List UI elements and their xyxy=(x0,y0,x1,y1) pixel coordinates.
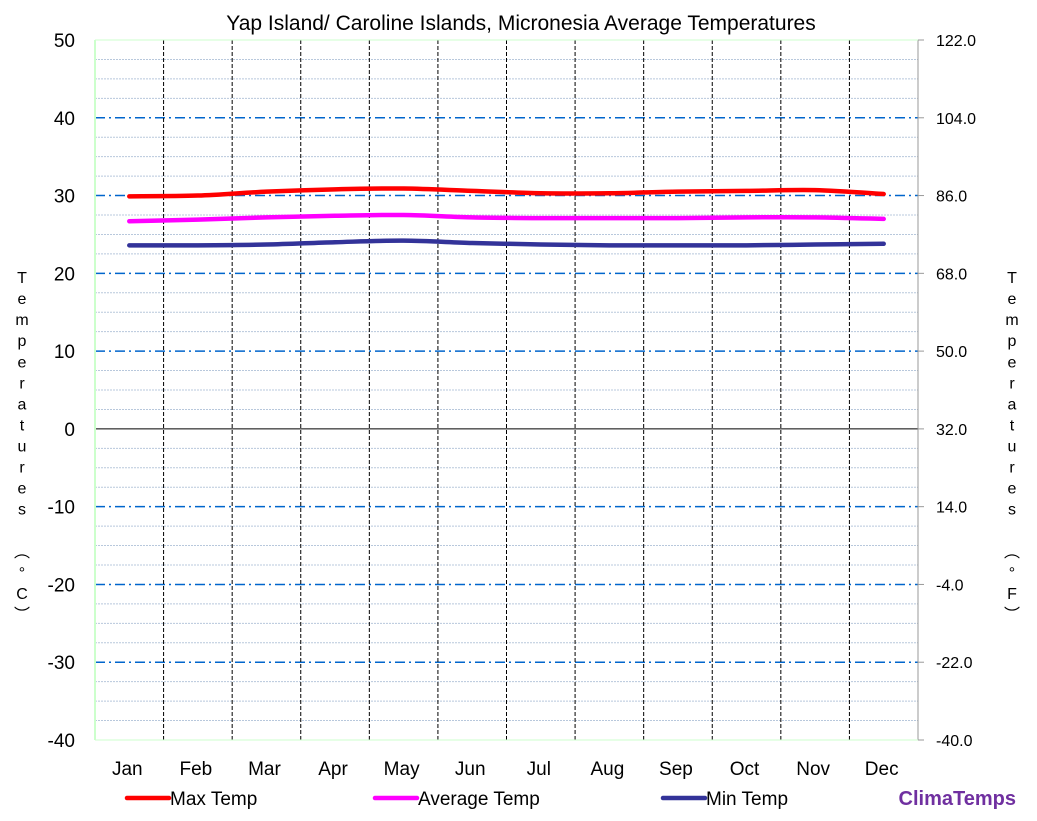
y-tick-label: 50 xyxy=(54,31,75,52)
y-tick-label: -10 xyxy=(48,498,75,519)
x-tick-label: Jan xyxy=(112,759,143,780)
y-right-axis-label: s xyxy=(1008,502,1016,519)
y-tick-label: -20 xyxy=(48,575,75,596)
chart-title: Yap Island/ Caroline Islands, Micronesia… xyxy=(226,12,816,35)
x-tick-label: Aug xyxy=(590,759,624,780)
y-axis-label: r xyxy=(19,375,25,392)
y-axis-label: r xyxy=(19,460,25,477)
y-right-axis-label: F xyxy=(1007,586,1017,603)
y-right-tick-label: 86.0 xyxy=(936,189,967,206)
y-right-tick-label: 14.0 xyxy=(936,500,967,517)
x-tick-label: Oct xyxy=(730,759,760,780)
y-tick-label: 40 xyxy=(54,109,75,130)
y-axis-label: a xyxy=(18,396,27,413)
y-axis-label: C xyxy=(16,586,28,603)
x-tick-label: Sep xyxy=(659,759,693,780)
y-axis-label: ° xyxy=(19,565,25,582)
x-tick-label: May xyxy=(384,759,420,780)
y-axis-label: t xyxy=(20,417,25,434)
x-tick-label: Dec xyxy=(865,759,899,780)
legend-label: Average Temp xyxy=(418,789,540,810)
y-tick-label: 20 xyxy=(54,264,75,285)
y-right-tick-label: -4.0 xyxy=(936,577,964,594)
y-right-axis-label: ︵ xyxy=(1004,544,1020,561)
y-right-axis-label: t xyxy=(1010,417,1015,434)
legend-label: Min Temp xyxy=(706,789,788,810)
series-line-average-temp xyxy=(127,212,886,224)
y-right-axis-label: p xyxy=(1008,333,1017,350)
x-tick-label: Jun xyxy=(455,759,486,780)
y-right-axis-label: ° xyxy=(1009,565,1015,582)
y-right-tick-label: -40.0 xyxy=(936,733,973,750)
y-right-axis-label: m xyxy=(1005,312,1018,329)
y-tick-label: 0 xyxy=(64,420,75,441)
y-right-tick-label: 32.0 xyxy=(936,422,967,439)
y-right-axis-label: r xyxy=(1009,460,1015,477)
y-tick-label: 10 xyxy=(54,342,75,363)
series-line-max-temp xyxy=(127,186,886,199)
y-right-tick-label: 68.0 xyxy=(936,266,967,283)
y-right-axis-label: T xyxy=(1007,270,1017,287)
y-tick-label: -40 xyxy=(48,731,75,752)
x-tick-label: Jul xyxy=(527,759,551,780)
y-right-axis-label: e xyxy=(1008,354,1017,371)
y-right-axis-label: e xyxy=(1008,291,1017,308)
y-right-axis-label: u xyxy=(1008,439,1017,456)
y-axis-label: ︵ xyxy=(14,544,30,561)
y-right-tick-label: 122.0 xyxy=(936,33,976,50)
y-axis-label: s xyxy=(18,502,26,519)
x-tick-label: Nov xyxy=(796,759,830,780)
y-tick-label: -30 xyxy=(48,653,75,674)
x-tick-label: Mar xyxy=(248,759,281,780)
y-right-axis-label: a xyxy=(1008,396,1017,413)
y-axis-label: u xyxy=(18,439,27,456)
climatemps-logo: ClimaTemps xyxy=(899,788,1016,810)
y-axis-label: m xyxy=(15,312,28,329)
y-axis-label: p xyxy=(18,333,27,350)
x-tick-label: Apr xyxy=(318,759,348,780)
y-right-axis-label: r xyxy=(1009,375,1015,392)
series-line-min-temp xyxy=(127,238,886,248)
y-right-tick-label: 50.0 xyxy=(936,344,967,361)
y-right-tick-label: -22.0 xyxy=(936,655,973,672)
y-axis-label: ︶ xyxy=(14,606,30,624)
x-tick-label: Feb xyxy=(180,759,213,780)
y-axis-label: T xyxy=(17,270,27,287)
y-right-axis-label: ︶ xyxy=(1004,606,1020,624)
y-right-axis-label: e xyxy=(1008,481,1017,498)
y-axis-label: e xyxy=(18,481,27,498)
y-axis-label: e xyxy=(18,291,27,308)
y-right-tick-label: 104.0 xyxy=(936,111,976,128)
y-axis-label: e xyxy=(18,354,27,371)
legend-label: Max Temp xyxy=(170,789,257,810)
y-tick-label: 30 xyxy=(54,187,75,208)
